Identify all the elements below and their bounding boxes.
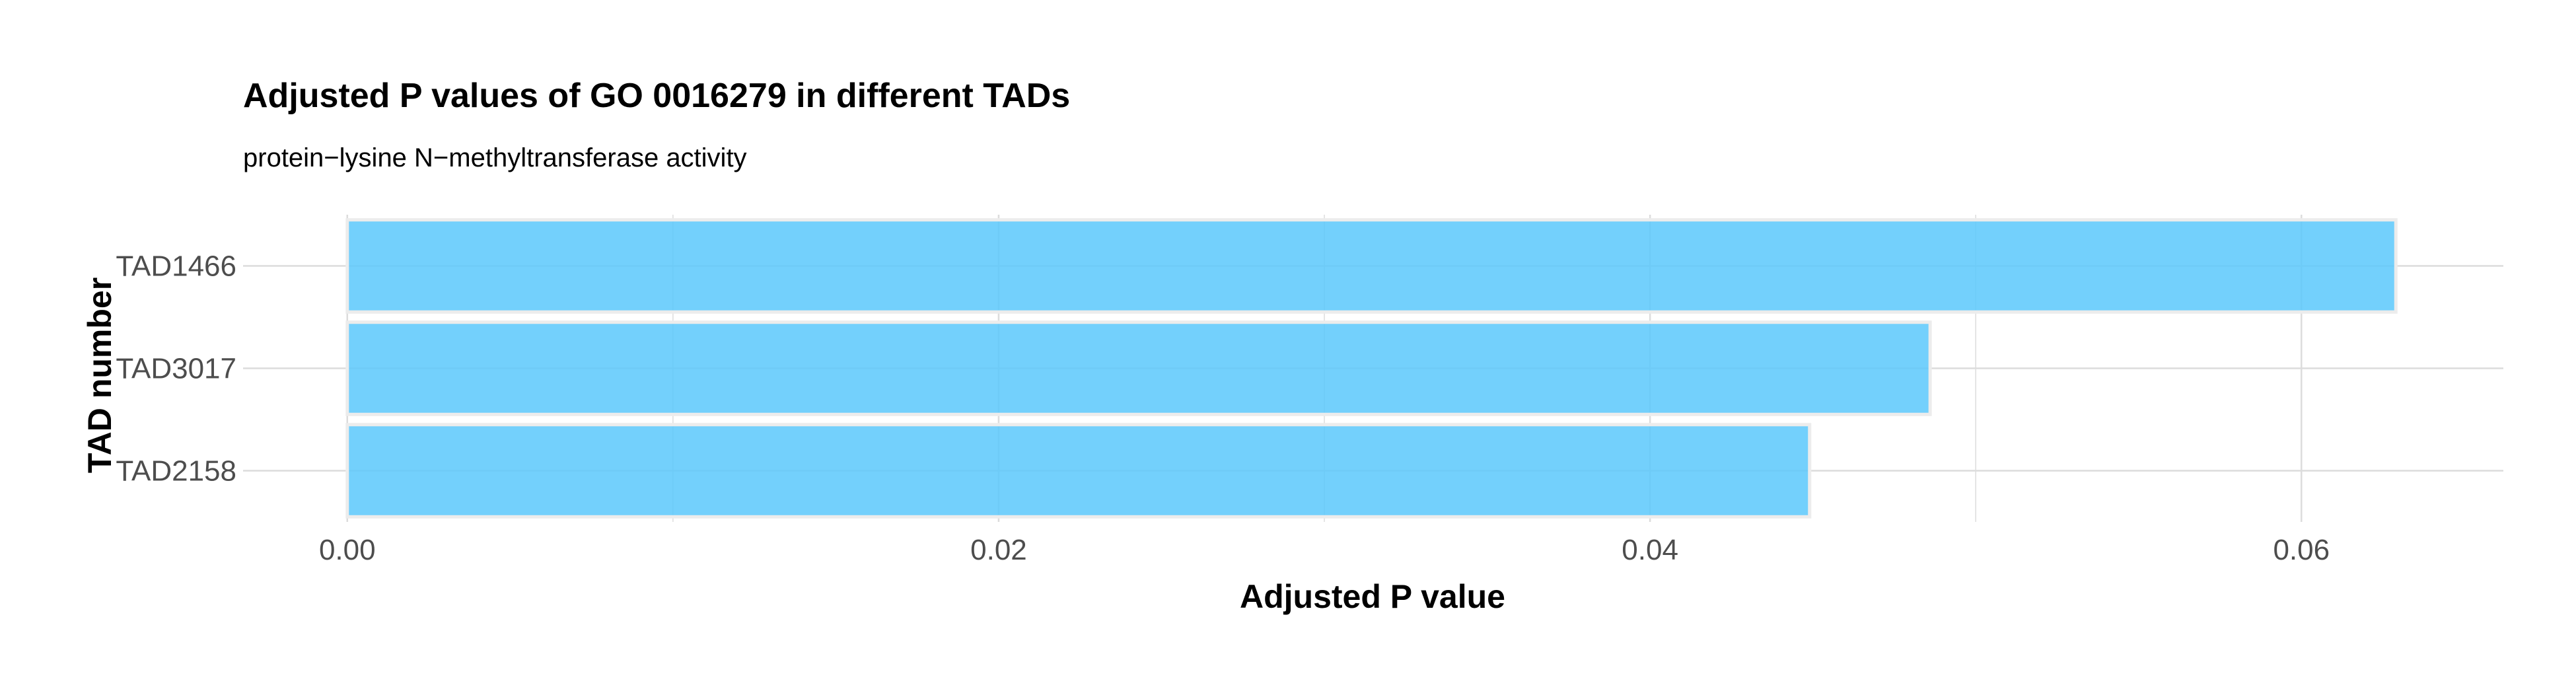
x-tick-label: 0.06 xyxy=(2273,534,2330,566)
x-tick-label: 0.04 xyxy=(1622,534,1678,566)
x-tick-label: 0.02 xyxy=(970,534,1027,566)
chart-subtitle: protein−lysine N−methyltransferase activ… xyxy=(243,143,747,172)
y-tick-label: TAD3017 xyxy=(116,353,236,385)
y-tick-label: TAD1466 xyxy=(116,250,236,283)
y-axis-title: TAD number xyxy=(81,277,118,473)
chart-title: Adjusted P values of GO 0016279 in diffe… xyxy=(243,77,1070,115)
bar-tad2158 xyxy=(345,423,1812,519)
y-tick-label: TAD2158 xyxy=(116,455,236,488)
x-tick-label: 0.00 xyxy=(319,534,376,566)
x-tick-labels: 0.00 0.02 0.04 0.06 xyxy=(319,534,2330,566)
bar-tad1466 xyxy=(345,218,2398,314)
bars xyxy=(345,218,2398,519)
y-tick-labels: TAD1466 TAD3017 TAD2158 xyxy=(116,250,236,488)
bar-tad3017 xyxy=(345,320,1932,416)
x-axis-title: Adjusted P value xyxy=(1240,578,1505,615)
